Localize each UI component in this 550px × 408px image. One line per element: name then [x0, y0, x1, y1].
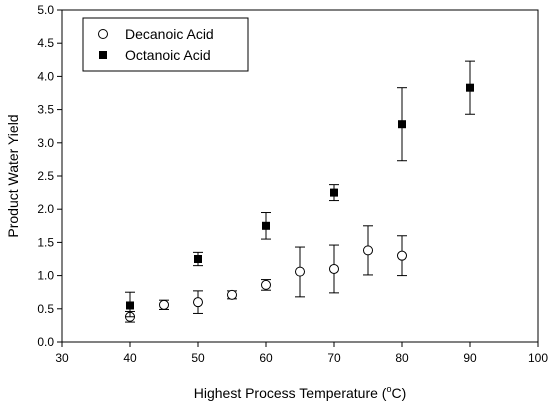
data-point-square — [262, 221, 270, 230]
data-point-square — [466, 83, 474, 92]
x-tick-label: 70 — [327, 351, 341, 365]
series-1 — [125, 60, 475, 318]
y-tick-label: 2.0 — [37, 202, 54, 216]
series-0 — [125, 225, 407, 323]
y-tick-label: 4.0 — [37, 69, 54, 83]
x-tick-label: 30 — [55, 351, 69, 365]
y-tick-label: 4.5 — [37, 36, 54, 50]
y-tick-label: 3.5 — [37, 103, 54, 117]
data-point-circle — [397, 250, 407, 261]
legend-marker-octanoic — [99, 51, 107, 59]
legend-marker-decanoic — [98, 29, 108, 39]
data-point-circle — [329, 263, 339, 274]
y-tick-label: 0.5 — [37, 302, 54, 316]
y-axis-title: Product Water Yield — [5, 114, 21, 237]
y-axis: 0.0 0.5 1.0 1.5 2.0 2.5 3.0 3.5 4.0 4.5 5.0 — [37, 3, 62, 349]
x-axis-title-superscript: o — [386, 384, 391, 394]
legend-label-octanoic: Octanoic Acid — [125, 47, 211, 63]
data-point-circle — [159, 299, 169, 310]
y-tick-label: 3.0 — [37, 136, 54, 150]
legend-box — [82, 17, 249, 72]
data-point-circle — [193, 297, 203, 308]
y-tick-label: 0.0 — [37, 335, 54, 349]
data-point-square — [194, 255, 202, 263]
data-point-square — [398, 120, 406, 129]
x-tick-label: 50 — [191, 351, 205, 365]
x-axis-title-main: Highest Process Temperature ( — [194, 385, 387, 401]
y-tick-label: 1.0 — [37, 269, 54, 283]
x-tick-label: 60 — [259, 351, 273, 365]
data-point-circle — [295, 266, 305, 277]
x-axis: 30 40 50 60 70 80 90 100 — [55, 342, 548, 365]
x-axis-title: Highest Process Temperature (oC) — [194, 384, 407, 401]
data-point-circle — [227, 289, 237, 300]
x-tick-label: 90 — [463, 351, 477, 365]
y-tick-label: 2.5 — [37, 169, 54, 183]
data-point-circle — [363, 245, 373, 256]
x-axis-title-suffix: C) — [391, 385, 406, 401]
series-layer — [125, 60, 475, 323]
x-tick-label: 80 — [395, 351, 409, 365]
x-tick-label: 100 — [528, 351, 548, 365]
data-point-circle — [261, 279, 271, 290]
legend: Decanoic Acid Octanoic Acid — [82, 17, 249, 72]
x-tick-label: 40 — [123, 351, 137, 365]
y-tick-label: 5.0 — [37, 3, 54, 17]
legend-label-decanoic: Decanoic Acid — [125, 26, 214, 42]
y-tick-label: 1.5 — [37, 235, 54, 249]
data-point-square — [126, 301, 134, 310]
data-point-square — [330, 188, 338, 197]
